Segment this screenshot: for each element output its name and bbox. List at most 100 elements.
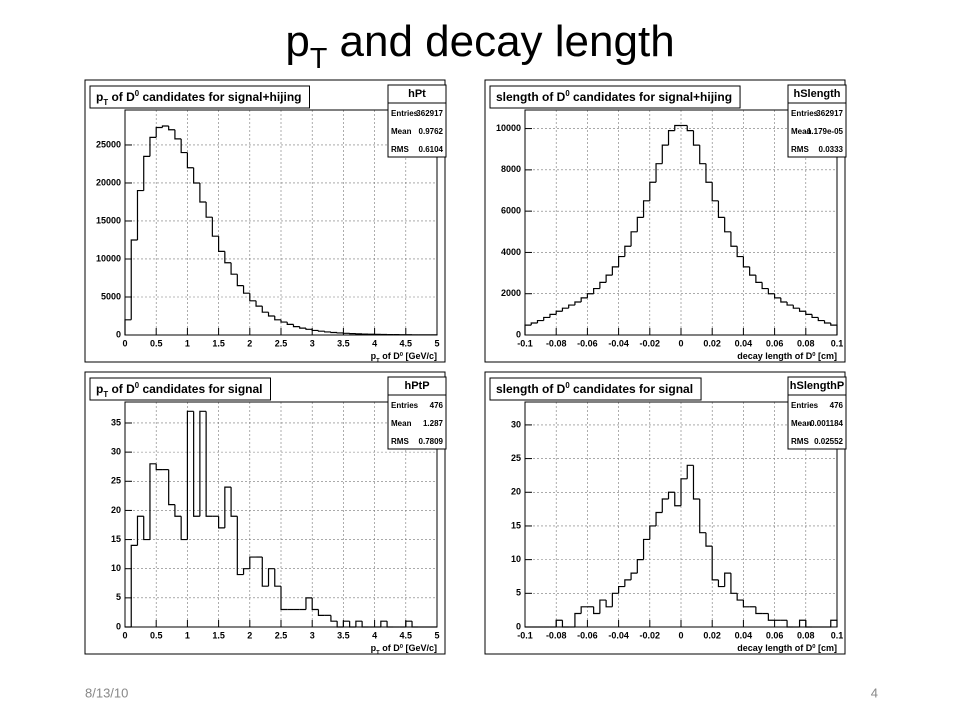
histogram-bin — [224, 251, 232, 264]
histogram-bin — [630, 572, 638, 580]
histogram-bin — [786, 301, 794, 306]
histogram-bin — [655, 511, 663, 526]
histogram-bin — [805, 311, 813, 315]
histogram-bin — [830, 323, 838, 335]
histogram-bin — [749, 266, 756, 276]
chart-title: slength of D0 candidates for signal+hiji… — [496, 89, 732, 105]
histogram-bin — [742, 256, 750, 268]
text-part: decay length of D — [737, 643, 813, 653]
chart-title: pT of D0 candidates for signal+hijing — [96, 89, 302, 107]
histogram-bin — [811, 314, 819, 319]
stats-key: RMS — [791, 437, 809, 446]
histogram-bin — [305, 597, 313, 610]
histogram-bin — [792, 305, 800, 309]
histogram-bin — [186, 152, 194, 169]
histogram-bin — [667, 491, 675, 500]
stats-name: hSlength — [793, 88, 840, 100]
x-tick-label: 0.1 — [831, 338, 844, 348]
stats-value: 0.7809 — [419, 437, 444, 446]
text-part: T — [376, 650, 380, 656]
histogram-bin — [618, 585, 625, 594]
histogram-bin — [311, 329, 319, 332]
histogram-bin — [292, 324, 300, 328]
x-tick-label: 2 — [247, 338, 252, 348]
stats-value: -0.001184 — [807, 419, 843, 428]
histogram-bin — [823, 320, 831, 324]
y-tick-label: 5 — [116, 592, 121, 602]
histogram-bin — [717, 200, 725, 218]
histogram-bin — [143, 155, 150, 191]
histogram-bin — [830, 619, 838, 627]
x-tick-label: 1 — [185, 338, 190, 348]
histogram-bin — [642, 200, 650, 218]
x-tick-label: 2.5 — [275, 630, 288, 640]
histogram-bin — [611, 266, 619, 276]
histogram-bin — [236, 274, 244, 287]
histogram-bin — [555, 619, 563, 627]
histogram-bin — [524, 324, 532, 335]
histogram-bin — [767, 288, 775, 295]
plot-frame — [524, 401, 838, 628]
x-tick-label: 2 — [247, 630, 252, 640]
histogram-bin — [155, 126, 163, 138]
stats-box — [387, 376, 447, 450]
text-part: T — [103, 390, 108, 399]
x-tick-label: 0.06 — [766, 338, 784, 348]
histogram-bin — [267, 568, 275, 587]
text-part: 0 — [565, 89, 570, 98]
slide-title: pT and decay length — [285, 17, 674, 75]
histogram-bin — [168, 125, 175, 131]
histogram-bin — [798, 619, 806, 627]
text-part: [GeV/c] — [403, 351, 437, 361]
y-tick-label: 5 — [516, 588, 521, 598]
histogram-bin — [736, 246, 744, 258]
histogram-bin — [249, 556, 257, 569]
histogram-bin — [561, 620, 569, 628]
text-part: 0 — [400, 352, 404, 358]
histogram-bin — [168, 469, 175, 506]
histogram-bin — [692, 465, 700, 500]
x-tick-label: 4.5 — [400, 630, 413, 640]
stats-value: 0.02552 — [814, 437, 843, 446]
y-tick-label: 20 — [511, 487, 521, 497]
histogram-bin — [236, 516, 244, 576]
histogram-bin — [549, 313, 557, 318]
histogram-bin — [230, 262, 238, 275]
histogram-bin — [755, 606, 763, 615]
text-part: of D — [380, 643, 400, 653]
y-tick-label: 10000 — [96, 253, 121, 263]
histogram-bin — [161, 125, 169, 128]
title-box — [89, 85, 310, 109]
histogram-bin — [805, 620, 813, 628]
plot-frame — [124, 401, 438, 628]
y-tick-label: 20 — [111, 505, 121, 515]
stats-key: RMS — [791, 145, 809, 154]
x-tick-label: -0.08 — [546, 630, 567, 640]
stats-value: 476 — [830, 401, 844, 410]
histogram-bin — [405, 620, 413, 627]
text-part: slength of D — [496, 90, 566, 104]
x-tick-label: -0.1 — [517, 630, 533, 640]
histogram-bin — [767, 613, 775, 621]
histogram-bin — [555, 310, 563, 315]
histogram-bin — [317, 330, 325, 332]
text-part: p — [96, 90, 103, 104]
text-part: p — [371, 643, 377, 653]
stats-value: 362917 — [416, 109, 443, 118]
histogram-bin — [649, 181, 657, 201]
histogram-bin — [580, 297, 588, 302]
y-tick-label: 4000 — [501, 247, 521, 257]
x-tick-label: 3.5 — [337, 630, 350, 640]
histogram-bin — [636, 216, 644, 232]
histogram-bin — [249, 293, 257, 302]
histogram-bin — [798, 308, 806, 312]
histogram-bin — [155, 463, 163, 471]
histogram-bin — [193, 167, 200, 184]
stats-box — [387, 84, 447, 158]
histogram-bin — [605, 600, 613, 608]
y-tick-label: 30 — [111, 447, 121, 457]
histogram-bin — [580, 606, 588, 614]
stats-key: Entries — [391, 109, 419, 118]
histogram-bin — [649, 525, 657, 540]
x-tick-label: -0.06 — [577, 630, 598, 640]
